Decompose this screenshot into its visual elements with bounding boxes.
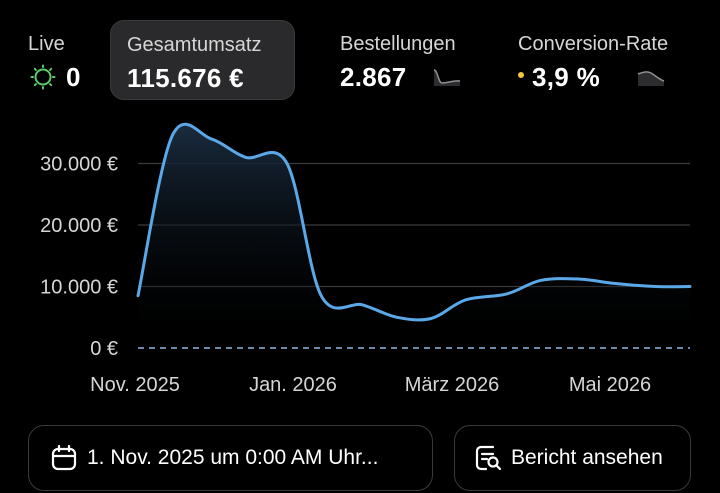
x-tick-label: März 2026 bbox=[405, 374, 500, 396]
y-tick-label: 20.000 € bbox=[40, 215, 118, 237]
date-range-button[interactable]: 1. Nov. 2025 um 0:00 AM Uhr... bbox=[28, 425, 433, 491]
conversion-sparkline-icon bbox=[637, 71, 665, 86]
metric-conversion-label: Conversion-Rate bbox=[518, 33, 669, 55]
metric-orders-value: 2.867 bbox=[340, 62, 407, 92]
report-search-icon bbox=[475, 445, 502, 471]
metric-live[interactable]: Live 0 bbox=[28, 20, 118, 100]
y-tick-label: 10.000 € bbox=[40, 277, 118, 299]
status-dot bbox=[518, 72, 524, 78]
metric-conversion-value: 3,9 % bbox=[532, 62, 600, 92]
metric-conversion-rate[interactable]: Conversion-Rate 3,9 % bbox=[518, 20, 720, 100]
metric-total-sales-label: Gesamtumsatz bbox=[127, 34, 262, 56]
y-tick-label: 30.000 € bbox=[40, 154, 118, 176]
metric-orders-label: Bestellungen bbox=[340, 33, 456, 55]
orders-sparkline-icon bbox=[433, 69, 461, 86]
y-tick-label: 0 € bbox=[90, 338, 118, 360]
calendar-icon bbox=[51, 444, 77, 471]
sales-chart: 0 € 10.000 € 20.000 € 30.000 € Nov. 2025 Jan… bbox=[40, 122, 692, 396]
view-report-button[interactable]: Bericht ansehen bbox=[454, 425, 691, 491]
metric-live-value: 0 bbox=[66, 62, 81, 92]
metrics-bar: Live 0 Gesamtumsatz 115.676 € Bestellung… bbox=[0, 20, 720, 102]
x-tick-label: Mai 2026 bbox=[569, 374, 651, 396]
view-report-label: Bericht ansehen bbox=[511, 446, 663, 469]
live-sun-icon bbox=[30, 64, 56, 90]
metric-total-sales[interactable]: Gesamtumsatz 115.676 € bbox=[110, 20, 295, 100]
x-tick-label: Jan. 2026 bbox=[249, 374, 337, 396]
date-range-label: 1. Nov. 2025 um 0:00 AM Uhr... bbox=[87, 446, 379, 469]
metric-total-sales-value: 115.676 € bbox=[127, 63, 244, 93]
metric-orders[interactable]: Bestellungen 2.867 bbox=[340, 20, 490, 100]
sales-line bbox=[136, 122, 692, 322]
metric-live-label: Live bbox=[28, 33, 65, 55]
x-tick-label: Nov. 2025 bbox=[90, 374, 180, 396]
sales-area-fill bbox=[138, 124, 690, 348]
